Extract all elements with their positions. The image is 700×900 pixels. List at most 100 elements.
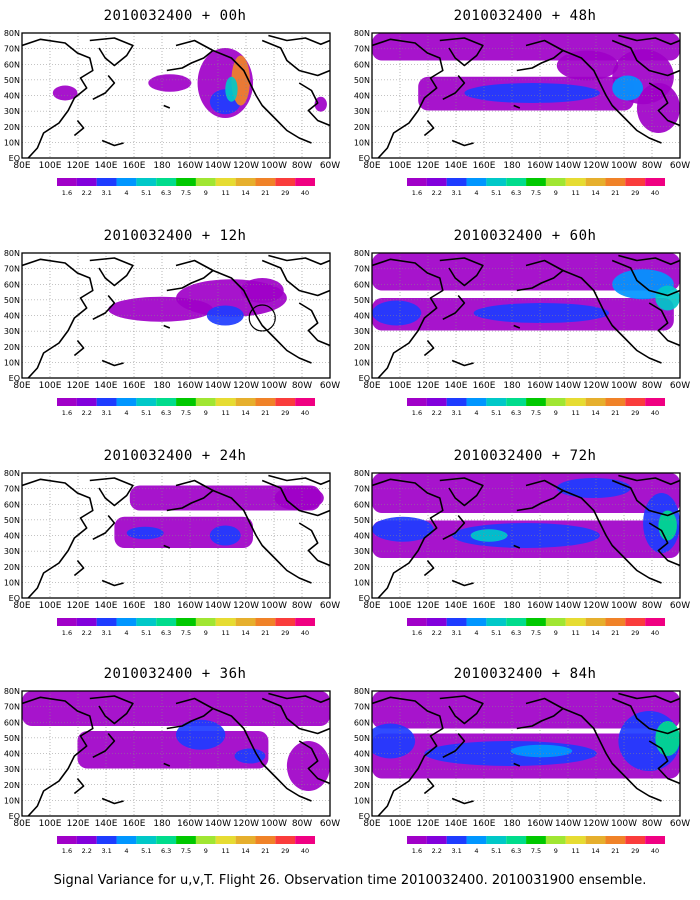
lat-tick-label: 80N: [4, 29, 20, 38]
lat-tick-label: 50N: [4, 296, 20, 305]
colorbar-label: 9: [554, 847, 558, 855]
lon-tick-label: 80E: [363, 381, 380, 391]
map-plot: 80E 100E 120E 140E 160E 180 160W 140W 120W 100W 80…: [354, 249, 690, 417]
lon-tick-label: 160E: [473, 161, 496, 171]
lat-tick-label: 80N: [354, 687, 370, 696]
lat-tick-label: 60N: [354, 718, 370, 727]
lat-tick-label: 80N: [354, 29, 370, 38]
coastline: [439, 477, 484, 507]
lon-tick-label: 80W: [642, 161, 662, 171]
lon-tick-label: 140W: [555, 381, 581, 391]
lat-tick-label: 80N: [354, 469, 370, 478]
lat-tick-label: 50N: [354, 516, 370, 525]
colorbar-swatch: [645, 398, 665, 406]
map-frame: [21, 32, 331, 159]
signal-patch: [286, 741, 330, 791]
lon-tick-label: 160W: [527, 601, 553, 611]
coastline: [516, 39, 564, 72]
colorbar-label: 14: [591, 409, 599, 417]
coastline: [298, 82, 330, 127]
colorbar-swatch: [116, 398, 137, 406]
colorbar-label: 11: [222, 189, 230, 197]
coastline: [166, 479, 214, 512]
colorbar-swatch: [136, 398, 157, 406]
signal-band: [372, 253, 680, 291]
panel-title: 2010032400 + 12h: [103, 228, 247, 244]
lat-tick-label: 20N: [4, 343, 20, 352]
colorbar-swatch: [645, 618, 665, 626]
colorbar-label: 3.1: [101, 409, 111, 417]
map-panel-0h: 2010032400 + 00h 80E 100E 120E 140E 160E 180 16…: [0, 0, 350, 225]
colorbar-label: 1.6: [62, 847, 72, 855]
lat-tick-label: 70N: [354, 703, 370, 712]
colorbar-swatch: [76, 618, 97, 626]
lon-tick-label: 140W: [555, 819, 581, 829]
lon-tick-label: 140E: [95, 161, 118, 171]
colorbar-label: 40: [651, 189, 659, 197]
coastline: [618, 474, 680, 486]
colorbar-swatch: [57, 398, 77, 406]
colorbar-swatch: [275, 618, 296, 626]
lat-tick-label: EQ: [359, 812, 370, 821]
gridlines: [22, 473, 330, 598]
coastline: [101, 797, 124, 805]
lat-tick-label: 30N: [4, 327, 20, 336]
colorbar-label: 9: [204, 629, 208, 637]
colorbar-swatch: [156, 836, 177, 844]
colorbar-label: 21: [261, 409, 269, 417]
colorbar-label: 5.1: [491, 409, 501, 417]
coastline: [611, 697, 680, 735]
colorbar-swatch: [605, 836, 626, 844]
lat-tick-label: 80N: [4, 249, 20, 258]
colorbar-swatch: [426, 836, 447, 844]
colorbar-label: 4: [124, 189, 128, 197]
colorbar-swatch: [96, 836, 117, 844]
colorbar-swatch: [76, 178, 97, 186]
lat-tick-label: 70N: [354, 485, 370, 494]
lat-tick-label: 40N: [354, 532, 370, 541]
colorbar-swatch: [57, 836, 77, 844]
colorbar-label: 4: [474, 409, 478, 417]
coastline: [451, 359, 474, 367]
colorbar-label: 1.6: [62, 629, 72, 637]
colorbar-label: 11: [222, 847, 230, 855]
colorbar-label: 40: [651, 409, 659, 417]
lon-tick-label: 120W: [583, 161, 609, 171]
lon-tick-label: 100E: [39, 161, 62, 171]
lon-tick-label: 100E: [389, 601, 412, 611]
colorbar-label: 3.1: [451, 189, 461, 197]
lat-tick-label: 40N: [354, 312, 370, 321]
map-frame: [21, 690, 331, 817]
lat-tick-label: 80N: [4, 687, 20, 696]
coastline: [22, 696, 94, 816]
coastline: [648, 302, 680, 347]
colorbar-label: 9: [204, 409, 208, 417]
colorbar-swatch: [605, 178, 626, 186]
colorbar-label: 29: [281, 409, 289, 417]
coastlines: [22, 34, 330, 158]
colorbar-label: 6.3: [511, 847, 521, 855]
colorbar-label: 4: [124, 629, 128, 637]
lon-tick-label: 100W: [611, 381, 637, 391]
map-plot: 80E 100E 120E 140E 160E 180 160W 140W 120W 100W 80…: [4, 249, 340, 417]
lon-tick-label: 160W: [527, 161, 553, 171]
colorbar-label: 1.6: [412, 629, 422, 637]
colorbar-label: 3.1: [101, 629, 111, 637]
colorbar-swatch: [96, 178, 117, 186]
colorbar-label: 5.1: [141, 189, 151, 197]
map-plot: 80E 100E 120E 140E 160E 180 160W 140W 120W 100W 80…: [4, 29, 340, 197]
coastline: [73, 559, 85, 577]
colorbar-label: 40: [301, 629, 309, 637]
lon-tick-label: 120W: [583, 819, 609, 829]
colorbar-label: 21: [611, 629, 619, 637]
lat-tick-label: EQ: [9, 812, 20, 821]
colorbar-label: 3.1: [101, 847, 111, 855]
colorbar-swatch: [565, 836, 586, 844]
colorbar-swatch: [565, 398, 586, 406]
colorbar-swatch: [585, 836, 606, 844]
colorbar-swatch: [116, 836, 137, 844]
coastline: [423, 119, 435, 137]
lat-tick-label: 70N: [4, 703, 20, 712]
lon-tick-label: 140W: [205, 819, 231, 829]
colorbar-swatch: [486, 178, 507, 186]
